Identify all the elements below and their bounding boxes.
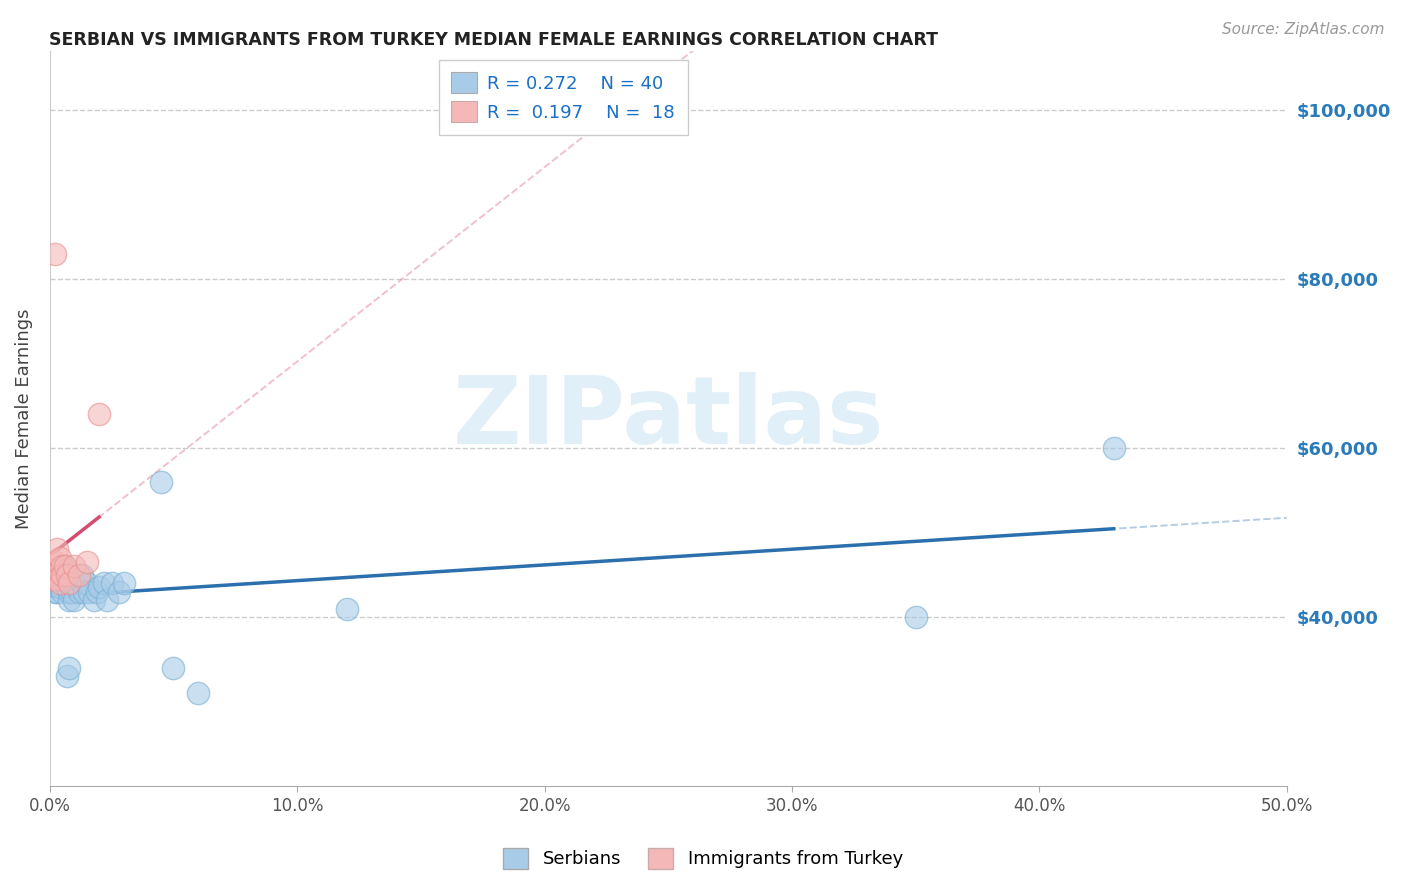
Point: [46, 572, 69, 586]
Point: [63, 576, 86, 591]
Point: [56, 669, 79, 683]
Point: [83, 593, 105, 607]
Point: [96, 593, 118, 607]
Point: [58, 576, 80, 591]
Point: [100, 576, 122, 591]
Point: [58, 593, 80, 607]
Point: [93, 576, 115, 591]
Point: [73, 584, 96, 599]
Point: [41, 564, 63, 578]
Point: [89, 581, 111, 595]
Point: [58, 584, 80, 599]
Point: [77, 584, 100, 599]
Point: [41, 572, 63, 586]
Point: [76, 555, 98, 569]
Point: [66, 581, 89, 595]
Legend: Serbians, Immigrants from Turkey: Serbians, Immigrants from Turkey: [496, 840, 910, 876]
Point: [70, 576, 93, 591]
Point: [51, 567, 73, 582]
Point: [63, 593, 86, 607]
Point: [41, 576, 63, 591]
Point: [162, 661, 184, 675]
Point: [48, 550, 70, 565]
Point: [112, 576, 135, 591]
Point: [53, 559, 76, 574]
Point: [108, 584, 131, 599]
Point: [76, 576, 98, 591]
Point: [63, 559, 86, 574]
Point: [48, 576, 70, 591]
Text: SERBIAN VS IMMIGRANTS FROM TURKEY MEDIAN FEMALE EARNINGS CORRELATION CHART: SERBIAN VS IMMIGRANTS FROM TURKEY MEDIAN…: [49, 31, 938, 49]
Point: [67, 584, 90, 599]
Point: [56, 567, 79, 582]
Point: [1102, 441, 1125, 455]
Point: [53, 576, 76, 591]
Point: [53, 559, 76, 574]
Point: [60, 576, 83, 591]
Point: [51, 572, 73, 586]
Point: [56, 581, 79, 595]
Point: [904, 610, 927, 624]
Point: [48, 576, 70, 591]
Point: [56, 576, 79, 591]
Point: [46, 584, 69, 599]
Point: [48, 581, 70, 595]
Point: [60, 584, 83, 599]
Point: [51, 584, 73, 599]
Point: [187, 686, 209, 700]
Point: [150, 475, 173, 489]
Text: Source: ZipAtlas.com: Source: ZipAtlas.com: [1222, 22, 1385, 37]
Point: [67, 567, 90, 582]
Legend: R = 0.272    N = 40, R =  0.197    N =  18: R = 0.272 N = 40, R = 0.197 N = 18: [439, 60, 688, 135]
Point: [51, 559, 73, 574]
Point: [44, 246, 66, 260]
Point: [46, 572, 69, 586]
Point: [44, 567, 66, 582]
Point: [86, 584, 108, 599]
Point: [58, 661, 80, 675]
Point: [44, 584, 66, 599]
Text: ZIPatlas: ZIPatlas: [453, 373, 884, 465]
Point: [70, 567, 93, 582]
Point: [89, 407, 111, 421]
Point: [44, 567, 66, 582]
Point: [46, 542, 69, 557]
Point: [44, 555, 66, 569]
Point: [336, 601, 359, 615]
Y-axis label: Median Female Earnings: Median Female Earnings: [15, 308, 32, 529]
